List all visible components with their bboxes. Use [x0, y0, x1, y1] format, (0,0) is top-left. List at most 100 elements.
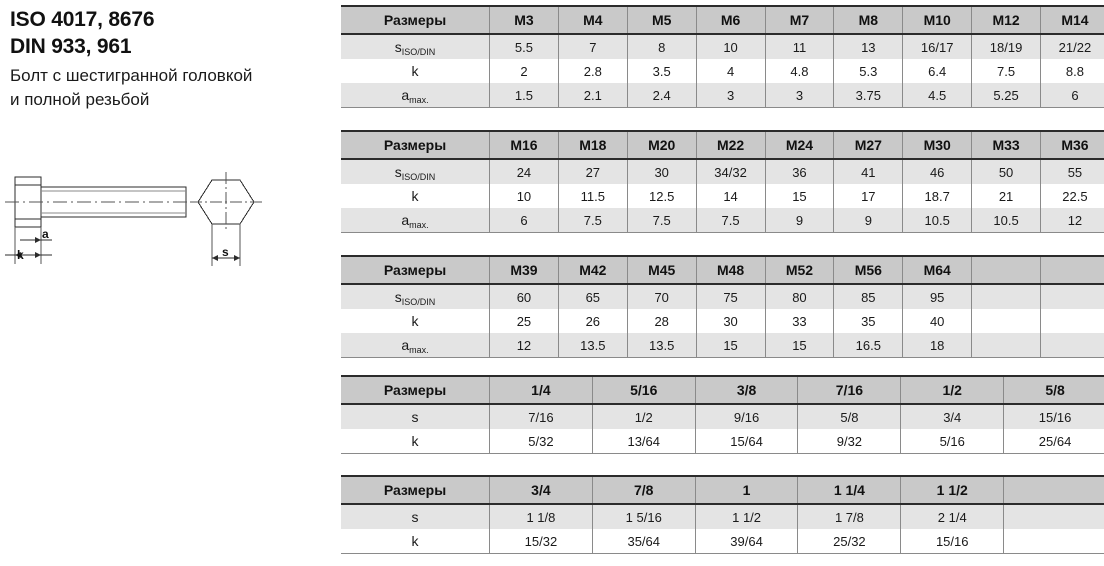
table-cell: 26 — [557, 309, 628, 333]
column-header-size: M7 — [764, 5, 835, 35]
column-header-dimensions: Размеры — [341, 5, 490, 35]
metric-table-1: Размеры M3 M4 M5 M6 M7 M8 M10 M12 M14 sISO/DIN 5.5 7… — [341, 5, 1104, 108]
column-header-size: 5/16 — [591, 375, 696, 405]
table-cell: 4 — [695, 59, 766, 83]
column-header-dimensions: Размеры — [341, 130, 490, 160]
table-row: sISO/DIN 5.5 7 8 10 11 13 16/17 18/19 21/22 — [341, 34, 1104, 59]
table-cell: 7.5 — [695, 208, 766, 233]
table-cell: 12 — [1039, 208, 1104, 233]
table-cell: 15/16 — [900, 529, 1005, 554]
table-cell — [1039, 333, 1104, 358]
column-header-dimensions: Размеры — [341, 375, 490, 405]
row-label-k: k — [341, 59, 490, 83]
table-cell: 15/64 — [694, 429, 799, 454]
table-cell: 15 — [764, 184, 835, 208]
row-label-a-max: amax. — [341, 83, 490, 108]
column-header-dimensions: Размеры — [341, 255, 490, 285]
column-header-size: 7/8 — [591, 475, 696, 505]
table-cell: 13.5 — [557, 333, 628, 358]
column-header-size: M16 — [489, 130, 559, 160]
table-cell: 13 — [833, 34, 904, 59]
table-cell: 65 — [557, 284, 628, 309]
table-cell: 36 — [764, 159, 835, 184]
table-cell — [1039, 309, 1104, 333]
table-header-row: Размеры 3/4 7/8 1 1 1/4 1 1/2 — [341, 475, 1104, 505]
table-cell: 16/17 — [902, 34, 973, 59]
table-cell: 7/16 — [489, 404, 593, 429]
left-info-panel: ISO 4017, 8676 DIN 933, 961 Болт с шести… — [0, 0, 340, 566]
table-cell: 8.8 — [1039, 59, 1104, 83]
column-header-size: 3/8 — [694, 375, 799, 405]
table-cell: 25 — [489, 309, 559, 333]
table-cell: 4.5 — [902, 83, 973, 108]
description-line-1: Болт с шестигранной головкой — [10, 66, 253, 85]
table-cell: 55 — [1039, 159, 1104, 184]
column-header-size: M64 — [902, 255, 973, 285]
column-header-size: M20 — [626, 130, 697, 160]
imperial-table-2: Размеры 3/4 7/8 1 1 1/4 1 1/2 s 1 1/8 1 5/16 1 1/… — [341, 475, 1104, 554]
table-cell — [1039, 284, 1104, 309]
column-header-size: 1/2 — [900, 375, 1005, 405]
table-cell: 22.5 — [1039, 184, 1104, 208]
table-cell: 25/64 — [1003, 429, 1104, 454]
column-header-size — [1039, 255, 1104, 285]
row-label-a-max: amax. — [341, 208, 490, 233]
table-row: amax. 6 7.5 7.5 7.5 9 9 10.5 10.5 12 — [341, 208, 1104, 233]
table-cell — [971, 284, 1041, 309]
row-label-k: k — [341, 309, 490, 333]
table-row: k 25 26 28 30 33 35 40 — [341, 309, 1104, 333]
table-cell: 18/19 — [971, 34, 1041, 59]
row-label-s-iso-din: sISO/DIN — [341, 159, 490, 184]
column-header-size: 7/16 — [797, 375, 902, 405]
table-cell: 13.5 — [626, 333, 697, 358]
table-cell: 1/2 — [591, 404, 696, 429]
table-cell: 7.5 — [557, 208, 628, 233]
table-cell: 33 — [764, 309, 835, 333]
table-cell: 50 — [971, 159, 1041, 184]
column-header-size: M36 — [1039, 130, 1104, 160]
table-row: s 7/16 1/2 9/16 5/8 3/4 15/16 — [341, 404, 1104, 429]
product-description: Болт с шестигранной головкой и полной ре… — [10, 64, 335, 112]
table-cell: 8 — [626, 34, 697, 59]
row-label-k: k — [341, 529, 490, 554]
table-cell: 21/22 — [1039, 34, 1104, 59]
standard-line-2: DIN 933, 961 — [10, 35, 132, 58]
column-header-size: M22 — [695, 130, 766, 160]
column-header-size: M3 — [489, 5, 559, 35]
column-header-size: M8 — [833, 5, 904, 35]
table-cell: 12 — [489, 333, 559, 358]
metric-table-2: Размеры M16 M18 M20 M22 M24 M27 M30 M33 M36 sISO/D… — [341, 130, 1104, 233]
table-cell: 39/64 — [694, 529, 799, 554]
dimension-label-s: s — [222, 245, 229, 259]
table-cell: 5/32 — [489, 429, 593, 454]
table-cell: 70 — [626, 284, 697, 309]
table-cell: 2.4 — [626, 83, 697, 108]
column-header-size: M10 — [902, 5, 973, 35]
table-cell: 1.5 — [489, 83, 559, 108]
column-header-size: M18 — [557, 130, 628, 160]
table-cell: 5/8 — [797, 404, 902, 429]
column-header-size — [971, 255, 1041, 285]
row-label-s-iso-din: sISO/DIN — [341, 34, 490, 59]
column-header-size: 5/8 — [1003, 375, 1104, 405]
column-header-size: M48 — [695, 255, 766, 285]
table-cell: 24 — [489, 159, 559, 184]
table-cell: 18 — [902, 333, 973, 358]
table-cell: 16.5 — [833, 333, 904, 358]
row-label-s-iso-din: sISO/DIN — [341, 284, 490, 309]
table-cell: 2 — [489, 59, 559, 83]
column-header-size: M14 — [1039, 5, 1104, 35]
table-cell: 35/64 — [591, 529, 696, 554]
row-label-a-max: amax. — [341, 333, 490, 358]
table-cell: 11.5 — [557, 184, 628, 208]
table-cell: 15 — [764, 333, 835, 358]
row-label-s-plain: s — [341, 504, 490, 529]
table-cell: 15/32 — [489, 529, 593, 554]
table-cell: 3/4 — [900, 404, 1005, 429]
column-header-size: M52 — [764, 255, 835, 285]
table-row: k 5/32 13/64 15/64 9/32 5/16 25/64 — [341, 429, 1104, 454]
table-row: amax. 12 13.5 13.5 15 15 16.5 18 — [341, 333, 1104, 358]
table-cell: 46 — [902, 159, 973, 184]
table-cell: 5/16 — [900, 429, 1005, 454]
